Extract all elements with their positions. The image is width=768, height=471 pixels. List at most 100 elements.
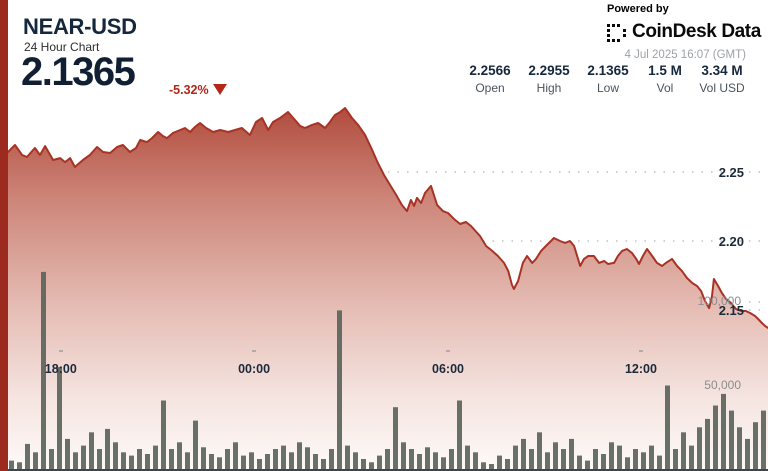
volume-bar bbox=[377, 455, 382, 469]
price-area bbox=[8, 108, 768, 471]
volume-bar bbox=[369, 462, 374, 469]
volume-bar bbox=[713, 405, 718, 469]
volume-bar bbox=[481, 462, 486, 469]
volume-bar bbox=[665, 385, 670, 469]
volume-bar bbox=[465, 445, 470, 469]
volume-bar bbox=[361, 459, 366, 469]
volume-bar bbox=[553, 442, 558, 469]
price-area-series bbox=[7, 107, 768, 471]
volume-bar bbox=[25, 443, 30, 469]
volume-bar bbox=[9, 460, 14, 469]
volume-bar bbox=[265, 454, 270, 469]
volume-bar bbox=[609, 442, 614, 469]
volume-bar bbox=[297, 442, 302, 469]
volume-bar bbox=[153, 445, 158, 469]
volume-bar bbox=[401, 442, 406, 469]
volume-bar bbox=[137, 449, 142, 469]
volume-bar bbox=[233, 442, 238, 469]
volume-bar bbox=[385, 449, 390, 469]
volume-bar bbox=[105, 428, 110, 469]
x-axis-baseline bbox=[0, 469, 768, 471]
volume-bar bbox=[457, 400, 462, 469]
volume-bar bbox=[657, 455, 662, 469]
volume-bar bbox=[81, 445, 86, 469]
volume-bar bbox=[641, 452, 646, 469]
volume-bar bbox=[489, 464, 494, 469]
volume-bar bbox=[121, 452, 126, 469]
volume-bar bbox=[505, 459, 510, 469]
volume-bar bbox=[449, 449, 454, 469]
volume-bar bbox=[593, 449, 598, 469]
volume-bar bbox=[617, 445, 622, 469]
volume-bar bbox=[561, 449, 566, 469]
volume-bar bbox=[217, 457, 222, 469]
volume-bar bbox=[249, 452, 254, 469]
volume-bar bbox=[729, 410, 734, 469]
volume-bar bbox=[201, 447, 206, 469]
volume-bar bbox=[97, 449, 102, 469]
volume-bar bbox=[49, 449, 54, 469]
volume-bars-series bbox=[1, 271, 766, 470]
volume-bar bbox=[681, 432, 686, 469]
volume-bar bbox=[433, 452, 438, 469]
volume-bar bbox=[225, 449, 230, 469]
volume-bar bbox=[601, 454, 606, 469]
price-line bbox=[7, 107, 768, 329]
volume-bar bbox=[409, 449, 414, 469]
volume-bar bbox=[577, 455, 582, 469]
volume-bar bbox=[633, 449, 638, 469]
volume-bar bbox=[41, 271, 46, 469]
volume-bar bbox=[745, 438, 750, 469]
volume-bar bbox=[273, 449, 278, 469]
volume-bar bbox=[529, 449, 534, 469]
volume-bar bbox=[473, 452, 478, 469]
volume-bar bbox=[497, 455, 502, 469]
volume-bar bbox=[57, 367, 62, 469]
volume-bar bbox=[649, 445, 654, 469]
volume-bar bbox=[353, 452, 358, 469]
volume-bar bbox=[569, 438, 574, 469]
volume-bar bbox=[73, 452, 78, 469]
volume-bar bbox=[329, 449, 334, 469]
volume-bar bbox=[177, 442, 182, 469]
volume-bar bbox=[145, 454, 150, 469]
volume-bar bbox=[33, 452, 38, 469]
volume-bar bbox=[537, 432, 542, 469]
volume-bar bbox=[281, 445, 286, 469]
volume-bar bbox=[705, 418, 710, 469]
volume-bar bbox=[193, 420, 198, 469]
left-accent-strip bbox=[0, 0, 8, 471]
volume-bar bbox=[305, 447, 310, 469]
volume-bar bbox=[241, 455, 246, 469]
volume-bar bbox=[689, 445, 694, 469]
volume-bar bbox=[89, 432, 94, 469]
volume-bar bbox=[345, 445, 350, 469]
volume-bar bbox=[129, 455, 134, 469]
volume-bar bbox=[441, 457, 446, 469]
volume-bar bbox=[337, 310, 342, 469]
volume-bar bbox=[257, 459, 262, 469]
volume-bar bbox=[625, 457, 630, 469]
volume-bar bbox=[289, 452, 294, 469]
volume-bar bbox=[161, 400, 166, 469]
volume-bar bbox=[721, 393, 726, 469]
volume-bar bbox=[585, 460, 590, 469]
volume-bar bbox=[393, 407, 398, 469]
volume-bar bbox=[753, 422, 758, 469]
volume-bar bbox=[697, 427, 702, 470]
volume-bar bbox=[65, 438, 70, 469]
volume-bar bbox=[321, 459, 326, 469]
volume-bar bbox=[425, 447, 430, 469]
volume-bar bbox=[313, 454, 318, 469]
volume-bar bbox=[521, 438, 526, 469]
volume-bar bbox=[209, 454, 214, 469]
volume-bar bbox=[17, 462, 22, 469]
volume-bar bbox=[113, 442, 118, 469]
volume-bar bbox=[513, 445, 518, 469]
volume-bar bbox=[185, 452, 190, 469]
volume-bar bbox=[169, 449, 174, 469]
volume-bar bbox=[673, 449, 678, 469]
volume-bar bbox=[761, 410, 766, 469]
